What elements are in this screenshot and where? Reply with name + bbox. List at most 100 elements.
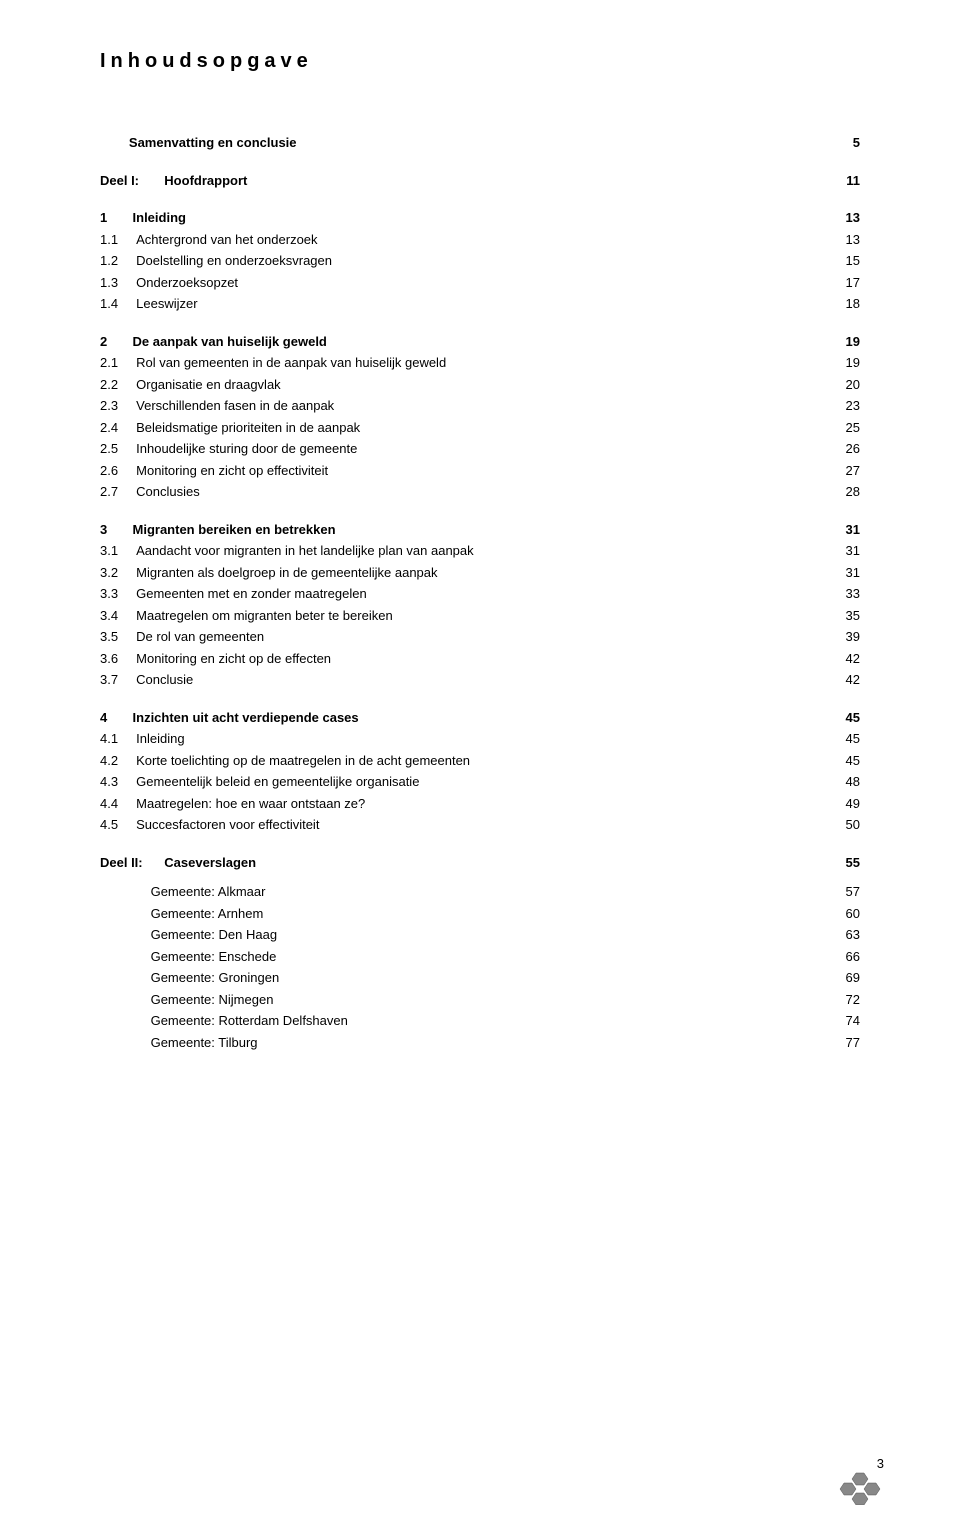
document-page: Inhoudsopgave Samenvatting en conclusie5…	[0, 0, 960, 1535]
toc-entry-number: 4.5	[100, 815, 136, 835]
toc-entry-label: Leeswijzer	[136, 294, 820, 314]
toc-entry-number: 1.4	[100, 294, 136, 314]
toc-entry-label: Inhoudelijke sturing door de gemeente	[136, 439, 820, 459]
toc-entry-label: Migranten als doelgroep in de gemeenteli…	[136, 563, 820, 583]
toc-entry-label: Gemeente: Tilburg	[151, 1033, 820, 1053]
toc-entry-label: Inleiding	[136, 729, 820, 749]
toc-entry-label: Onderzoeksopzet	[136, 273, 820, 293]
toc-entry-label: Gemeente: Alkmaar	[151, 882, 820, 902]
toc-entry-page: 49	[820, 794, 860, 814]
toc-entry-label: Conclusie	[136, 670, 820, 690]
toc-entry-page: 35	[820, 606, 860, 626]
toc-entry-page: 74	[820, 1011, 860, 1031]
toc-container: Samenvatting en conclusie5 Deel I: Hoofdr…	[100, 133, 860, 1052]
toc-entry-label: Beleidsmatige prioriteiten in de aanpak	[136, 418, 820, 438]
toc-entry-number: 4.2	[100, 751, 136, 771]
toc-entry-label: Gemeente: Rotterdam Delfshaven	[151, 1011, 820, 1031]
toc-entry-label: Rol van gemeenten in de aanpak van huise…	[136, 353, 820, 373]
toc-row: Samenvatting en conclusie5	[100, 133, 860, 153]
toc-entry-label: Samenvatting en conclusie	[129, 133, 820, 153]
toc-entry-page: 31	[820, 520, 860, 540]
toc-entry-label: Achtergrond van het onderzoek	[136, 230, 820, 250]
toc-entry-page: 72	[820, 990, 860, 1010]
toc-entry-page: 17	[820, 273, 860, 293]
toc-row: 2.6 Monitoring en zicht op effectiviteit…	[100, 461, 860, 481]
toc-entry-number: 1.2	[100, 251, 136, 271]
toc-entry-number	[100, 1011, 151, 1031]
toc-row: 4.5 Succesfactoren voor effectiviteit50	[100, 815, 860, 835]
toc-entry-page: 28	[820, 482, 860, 502]
toc-row: Gemeente: Enschede66	[100, 947, 860, 967]
toc-row: 2.4 Beleidsmatige prioriteiten in de aan…	[100, 418, 860, 438]
toc-row: 3.6 Monitoring en zicht op de effecten42	[100, 649, 860, 669]
toc-entry-number: 3.2	[100, 563, 136, 583]
toc-entry-page: 31	[820, 541, 860, 561]
toc-row: Gemeente: Rotterdam Delfshaven74	[100, 1011, 860, 1031]
toc-entry-page: 18	[820, 294, 860, 314]
toc-entry-number: 4	[100, 708, 133, 728]
toc-entry-page: 66	[820, 947, 860, 967]
toc-entry-label: Inleiding	[133, 208, 820, 228]
toc-row: Gemeente: Den Haag63	[100, 925, 860, 945]
toc-entry-number: 3.1	[100, 541, 136, 561]
toc-row: Deel I: Hoofdrapport11	[100, 171, 860, 191]
toc-entry-number: 1.3	[100, 273, 136, 293]
toc-entry-number	[100, 1033, 151, 1053]
toc-entry-number: 2.6	[100, 461, 136, 481]
toc-entry-label: Conclusies	[136, 482, 820, 502]
toc-row: 4 Inzichten uit acht verdiepende cases45	[100, 708, 860, 728]
toc-row: 2 De aanpak van huiselijk geweld19	[100, 332, 860, 352]
toc-row: Gemeente: Nijmegen72	[100, 990, 860, 1010]
toc-entry-page: 27	[820, 461, 860, 481]
toc-row: 3 Migranten bereiken en betrekken31	[100, 520, 860, 540]
toc-entry-page: 50	[820, 815, 860, 835]
toc-row: Gemeente: Groningen69	[100, 968, 860, 988]
toc-entry-page: 15	[820, 251, 860, 271]
toc-entry-number: 2.5	[100, 439, 136, 459]
toc-entry-page: 13	[820, 208, 860, 228]
toc-entry-label: Monitoring en zicht op de effecten	[136, 649, 820, 669]
toc-entry-label: Migranten bereiken en betrekken	[133, 520, 820, 540]
toc-entry-label: Gemeente: Nijmegen	[151, 990, 820, 1010]
toc-entry-number	[100, 968, 151, 988]
toc-entry-number: 2.3	[100, 396, 136, 416]
toc-entry-number: 4.3	[100, 772, 136, 792]
toc-entry-number	[100, 904, 151, 924]
toc-row: 4.1 Inleiding45	[100, 729, 860, 749]
toc-entry-page: 63	[820, 925, 860, 945]
toc-entry-page: 45	[820, 751, 860, 771]
toc-entry-page: 48	[820, 772, 860, 792]
toc-entry-number: 2.7	[100, 482, 136, 502]
toc-entry-label: Gemeente: Arnhem	[151, 904, 820, 924]
toc-entry-number: 2	[100, 332, 133, 352]
toc-entry-label: Aandacht voor migranten in het landelijk…	[136, 541, 820, 561]
toc-row: 3.4 Maatregelen om migranten beter te be…	[100, 606, 860, 626]
toc-entry-number: 3.5	[100, 627, 136, 647]
toc-row: 1.4 Leeswijzer18	[100, 294, 860, 314]
toc-entry-label: Hoofdrapport	[164, 171, 820, 191]
toc-entry-page: 45	[820, 708, 860, 728]
page-footer: 3	[834, 1456, 890, 1505]
toc-row: 3.1 Aandacht voor migranten in het lande…	[100, 541, 860, 561]
toc-row: 3.5 De rol van gemeenten39	[100, 627, 860, 647]
toc-entry-number	[100, 925, 151, 945]
toc-row: 1.1 Achtergrond van het onderzoek13	[100, 230, 860, 250]
footer-logo-icon	[834, 1469, 890, 1505]
toc-entry-page: 57	[820, 882, 860, 902]
toc-row: 4.2 Korte toelichting op de maatregelen …	[100, 751, 860, 771]
toc-row: 2.7 Conclusies28	[100, 482, 860, 502]
toc-entry-page: 11	[820, 171, 860, 191]
toc-entry-label: Verschillenden fasen in de aanpak	[136, 396, 820, 416]
toc-row: Deel II: Caseverslagen55	[100, 853, 860, 873]
toc-entry-label: Gemeentelijk beleid en gemeentelijke org…	[136, 772, 820, 792]
toc-row: Gemeente: Arnhem60	[100, 904, 860, 924]
toc-entry-page: 26	[820, 439, 860, 459]
toc-entry-label: Inzichten uit acht verdiepende cases	[133, 708, 820, 728]
toc-entry-number	[100, 947, 151, 967]
toc-entry-label: De rol van gemeenten	[136, 627, 820, 647]
toc-row: 4.4 Maatregelen: hoe en waar ontstaan ze…	[100, 794, 860, 814]
toc-entry-number	[100, 133, 129, 153]
toc-entry-label: Gemeente: Den Haag	[151, 925, 820, 945]
toc-row: Gemeente: Alkmaar57	[100, 882, 860, 902]
toc-entry-page: 19	[820, 353, 860, 373]
